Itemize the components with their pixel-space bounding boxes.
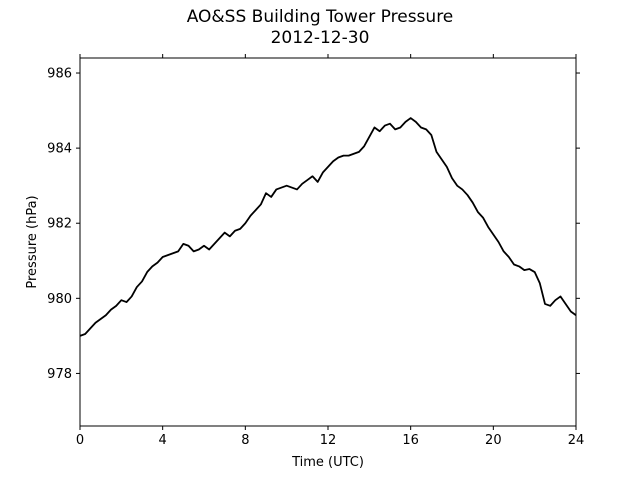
x-tick-label: 4 <box>159 433 167 448</box>
y-tick-label: 982 <box>47 217 72 232</box>
x-tick-label: 20 <box>485 433 502 448</box>
x-tick-label: 24 <box>568 433 585 448</box>
y-tick-label: 978 <box>47 367 72 382</box>
x-tick-label: 12 <box>320 433 337 448</box>
y-tick-label: 986 <box>47 67 72 82</box>
chart-title: AO&SS Building Tower Pressure <box>186 7 454 27</box>
y-axis-label: Pressure (hPa) <box>25 195 40 288</box>
x-tick-label: 0 <box>76 433 84 448</box>
pressure-series-line <box>79 117 577 337</box>
plot-area-frame <box>79 57 577 427</box>
chart-subtitle: 2012-12-30 <box>270 28 370 48</box>
x-axis-label: Time (UTC) <box>291 455 364 470</box>
y-tick-label: 984 <box>47 142 72 157</box>
y-tick-label: 980 <box>47 292 72 307</box>
x-tick-label: 16 <box>402 433 419 448</box>
x-tick-label: 8 <box>241 433 249 448</box>
